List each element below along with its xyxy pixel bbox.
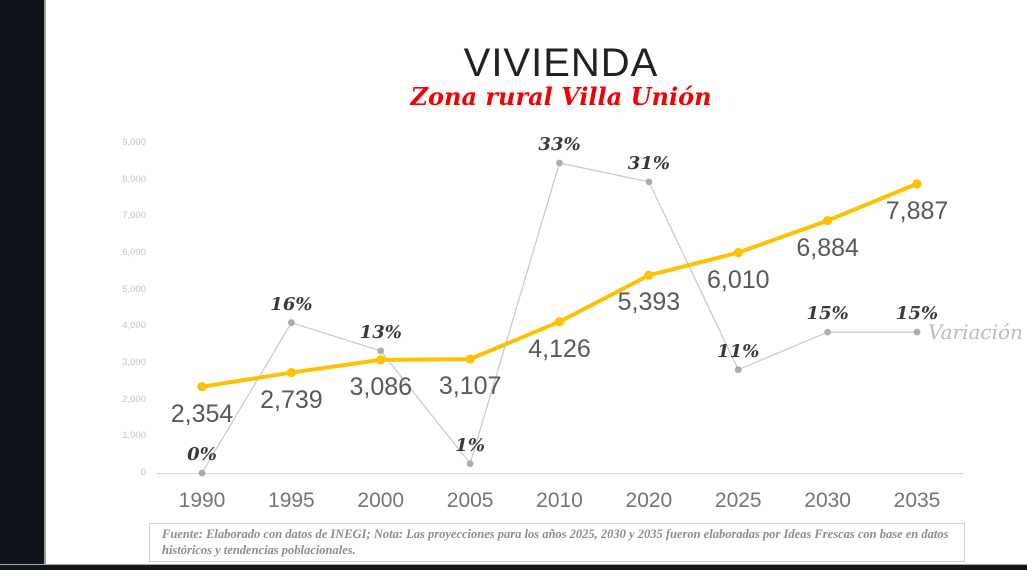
vivienda-point xyxy=(644,270,654,280)
variacion-point xyxy=(377,347,385,355)
vivienda-point xyxy=(465,354,475,364)
side-panel-divider xyxy=(44,0,46,570)
source-note-text: Fuente: Elaborado con datos de INEGI; No… xyxy=(162,527,949,557)
vivienda-point xyxy=(733,248,743,258)
variacion-point xyxy=(824,328,832,336)
variacion-point xyxy=(556,159,563,167)
variacion-point xyxy=(734,366,742,374)
source-note-box: Fuente: Elaborado con datos de INEGI; No… xyxy=(149,523,965,562)
vivienda-point xyxy=(197,382,207,392)
vivienda-point xyxy=(823,215,833,226)
page-title: VIVIENDA xyxy=(463,41,659,85)
legend-variacion: Variación xyxy=(928,320,1023,345)
vivienda-point xyxy=(912,179,922,189)
page-subtitle: Zona rural Villa Unión xyxy=(410,82,712,111)
variacion-point xyxy=(913,328,921,336)
vivienda-point xyxy=(554,317,565,327)
variacion-point xyxy=(645,178,653,186)
bottom-chrome-bar xyxy=(0,564,1027,570)
variacion-point xyxy=(466,460,474,468)
dark-side-panel xyxy=(0,0,44,570)
variacion-point xyxy=(287,319,295,327)
vivienda-point xyxy=(286,367,296,378)
variacion-point xyxy=(198,469,206,477)
vivienda-point xyxy=(376,355,386,365)
vivienda-line xyxy=(200,181,919,389)
